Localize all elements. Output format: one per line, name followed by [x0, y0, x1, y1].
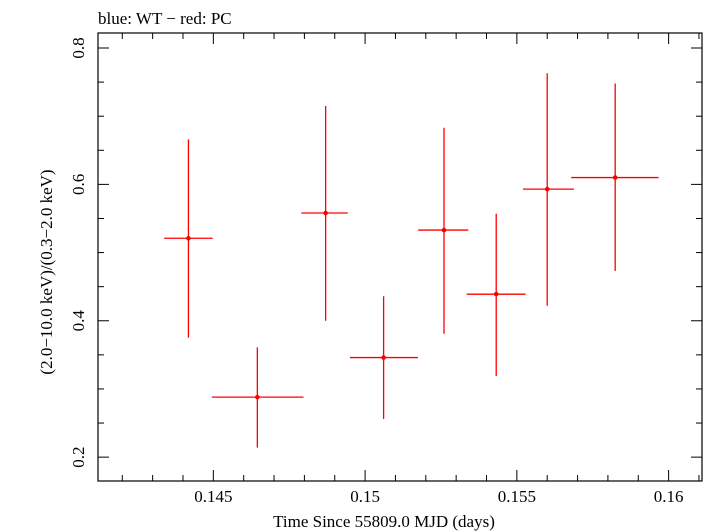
- chart-title: blue: WT − red: PC: [98, 9, 232, 28]
- data-point: [544, 186, 550, 192]
- y-axis-label: (2.0−10.0 keV)/(0.3−2.0 keV): [37, 169, 56, 374]
- data-point: [493, 291, 499, 297]
- data-series-pc: [164, 73, 659, 448]
- data-point: [381, 355, 386, 360]
- data-point: [323, 210, 328, 216]
- data-point: [612, 175, 618, 180]
- y-tick-label: 0.4: [69, 310, 88, 332]
- y-tick-label: 0.8: [69, 37, 88, 58]
- x-tick-label: 0.16: [654, 487, 684, 506]
- data-point: [255, 394, 260, 400]
- x-tick-label: 0.145: [194, 487, 232, 506]
- data-point: [441, 227, 447, 233]
- x-axis-label: Time Since 55809.0 MJD (days): [273, 512, 495, 531]
- y-axis: 0.2 0.4 0.6 0.8: [69, 37, 702, 468]
- x-axis: 0.145 0.15 0.155 0.16: [121, 33, 700, 506]
- y-tick-label: 0.2: [69, 447, 88, 468]
- x-tick-label: 0.15: [350, 487, 380, 506]
- x-tick-label: 0.155: [498, 487, 536, 506]
- data-point: [186, 235, 191, 241]
- plot-frame: [97, 32, 703, 482]
- y-tick-label: 0.6: [69, 174, 88, 195]
